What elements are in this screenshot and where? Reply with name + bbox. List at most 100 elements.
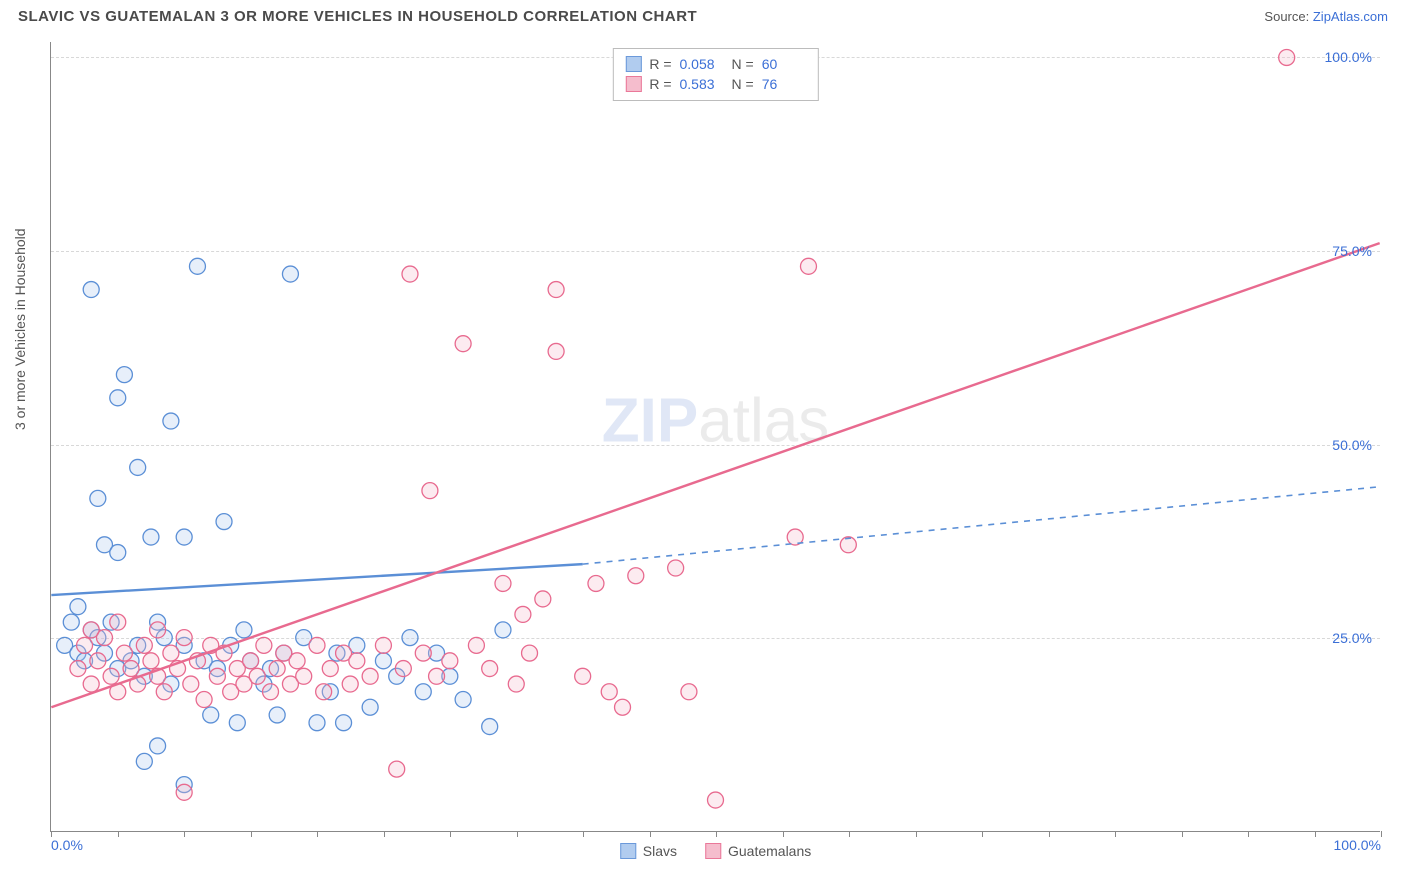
legend-row: R =0.058N =60 (625, 54, 805, 74)
data-point (77, 637, 93, 653)
x-tick (716, 831, 717, 837)
data-point (96, 630, 112, 646)
x-tick (1315, 831, 1316, 837)
x-tick (849, 831, 850, 837)
data-point (442, 653, 458, 669)
legend-r-value: 0.583 (680, 74, 724, 94)
y-tick-label: 25.0% (1332, 630, 1372, 646)
legend-swatch (625, 76, 641, 92)
x-tick (1182, 831, 1183, 837)
data-point (103, 668, 119, 684)
data-point (136, 637, 152, 653)
data-point (455, 336, 471, 352)
data-point (136, 753, 152, 769)
data-point (216, 514, 232, 530)
y-axis-label: 3 or more Vehicles in Household (12, 228, 28, 430)
data-point (422, 483, 438, 499)
data-point (123, 661, 139, 677)
data-point (508, 676, 524, 692)
data-point (249, 668, 265, 684)
x-tick (783, 831, 784, 837)
source-attribution: Source: ZipAtlas.com (1264, 9, 1388, 24)
chart-plot-area: ZIPatlas R =0.058N =60R =0.583N =76 Slav… (50, 42, 1380, 832)
data-point (289, 653, 305, 669)
data-point (196, 692, 212, 708)
legend-r-label: R = (649, 54, 671, 74)
data-point (90, 653, 106, 669)
legend-n-value: 76 (762, 74, 806, 94)
data-point (402, 266, 418, 282)
data-point (415, 645, 431, 661)
chart-title: SLAVIC VS GUATEMALAN 3 OR MORE VEHICLES … (18, 8, 697, 25)
data-point (176, 630, 192, 646)
data-point (70, 599, 86, 615)
correlation-legend: R =0.058N =60R = 0.583 N = 76 (612, 48, 818, 101)
data-point (316, 684, 332, 700)
data-point (708, 792, 724, 808)
source-label: Source: (1264, 9, 1309, 24)
x-tick-label: 100.0% (1334, 837, 1381, 853)
data-point (535, 591, 551, 607)
data-point (269, 661, 285, 677)
data-point (116, 367, 132, 383)
x-tick (1248, 831, 1249, 837)
x-tick (118, 831, 119, 837)
x-tick (384, 831, 385, 837)
data-point (375, 637, 391, 653)
x-tick (184, 831, 185, 837)
data-point (209, 668, 225, 684)
series-legend-item: Slavs (620, 843, 677, 859)
data-point (256, 637, 272, 653)
data-point (575, 668, 591, 684)
data-point (1279, 49, 1295, 65)
trend-line-extrapolated (583, 487, 1380, 564)
data-point (588, 575, 604, 591)
data-point (615, 699, 631, 715)
data-point (63, 614, 79, 630)
data-point (362, 668, 378, 684)
data-point (455, 692, 471, 708)
legend-n-label: N = (732, 74, 754, 94)
data-point (389, 761, 405, 777)
data-point (70, 661, 86, 677)
data-point (322, 661, 338, 677)
x-tick (317, 831, 318, 837)
data-point (163, 645, 179, 661)
x-tick (982, 831, 983, 837)
data-point (668, 560, 684, 576)
data-point (203, 707, 219, 723)
data-point (601, 684, 617, 700)
y-tick-label: 100.0% (1325, 49, 1372, 65)
data-point (189, 258, 205, 274)
data-point (296, 668, 312, 684)
data-point (143, 653, 159, 669)
x-tick (1381, 831, 1382, 837)
data-point (143, 529, 159, 545)
data-point (342, 676, 358, 692)
data-point (468, 637, 484, 653)
legend-n-value: 60 (762, 54, 806, 74)
scatter-svg (51, 42, 1380, 831)
x-tick-label: 0.0% (51, 837, 83, 853)
x-tick (650, 831, 651, 837)
source-link[interactable]: ZipAtlas.com (1313, 9, 1388, 24)
x-tick (251, 831, 252, 837)
x-tick (1115, 831, 1116, 837)
data-point (495, 622, 511, 638)
data-point (163, 413, 179, 429)
x-tick (1049, 831, 1050, 837)
data-point (269, 707, 285, 723)
data-point (482, 719, 498, 735)
trend-line (51, 243, 1379, 707)
data-point (628, 568, 644, 584)
data-point (130, 459, 146, 475)
data-point (349, 653, 365, 669)
data-point (150, 738, 166, 754)
data-point (150, 622, 166, 638)
x-tick (916, 831, 917, 837)
x-tick (583, 831, 584, 837)
series-legend-item: Guatemalans (705, 843, 811, 859)
data-point (263, 684, 279, 700)
series-name: Slavs (643, 843, 677, 859)
data-point (229, 715, 245, 731)
